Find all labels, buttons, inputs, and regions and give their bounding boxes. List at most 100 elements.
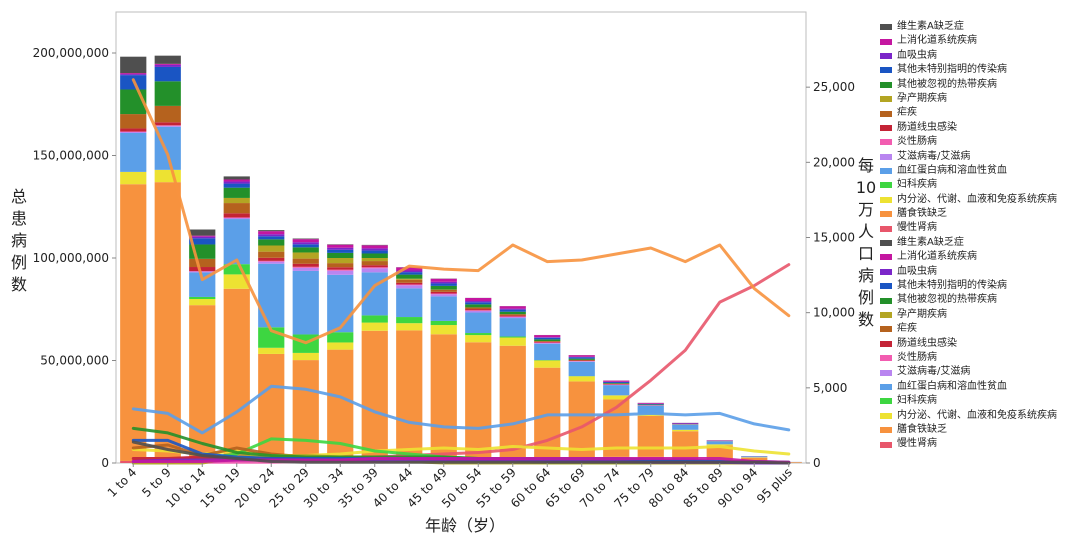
legend-label: 其他被忽视的热带疾病 xyxy=(897,78,997,90)
bar-segment xyxy=(361,267,388,269)
legend-item: 肠道线虫感染 xyxy=(880,121,1057,135)
x-tick-label: 95 plus xyxy=(754,465,795,506)
bar-segment xyxy=(430,334,457,460)
bar-segment xyxy=(327,247,354,250)
legend-label: 血红蛋白病和溶血性贫血 xyxy=(897,380,1007,392)
bar-segment xyxy=(292,239,319,243)
bar-segment xyxy=(534,335,561,338)
legend-item: 上消化道系统疾病 xyxy=(880,250,1057,264)
bar-segment xyxy=(499,318,526,337)
legend-label: 膳食铁缺乏 xyxy=(897,208,947,220)
bar-segment xyxy=(430,283,457,286)
bar-segment xyxy=(292,360,319,461)
legend-label: 血红蛋白病和溶血性贫血 xyxy=(897,164,1007,176)
bar-segment xyxy=(534,339,561,342)
bar-segment xyxy=(568,358,595,360)
legend-swatch xyxy=(880,312,892,318)
bar-segment xyxy=(327,267,354,270)
x-tick-label: 1 to 4 xyxy=(105,465,140,500)
bar-segment xyxy=(430,289,457,292)
bar-segment xyxy=(292,270,319,335)
bar-segment xyxy=(189,267,216,272)
legend-swatch xyxy=(880,398,892,405)
legend-swatch xyxy=(880,153,892,160)
bar-segment xyxy=(327,342,354,350)
bar-segment xyxy=(568,357,595,359)
bar-segment xyxy=(327,252,354,258)
legend-item: 孕产期疾病 xyxy=(880,308,1057,322)
bar-segment xyxy=(465,307,492,310)
bar-segment xyxy=(430,294,457,297)
legend-item: 血红蛋白病和溶血性贫血 xyxy=(880,164,1057,178)
legend-item: 维生素A缺乏症 xyxy=(880,20,1057,34)
legend-item: 其他被忽视的热带疾病 xyxy=(880,293,1057,307)
bar-segment xyxy=(154,105,181,123)
legend-swatch xyxy=(880,383,892,390)
bar-segment xyxy=(189,236,216,239)
bar-segment xyxy=(396,330,423,460)
legend-label: 慢性肾病 xyxy=(897,222,937,234)
bar-segment xyxy=(189,235,216,237)
bar-segment xyxy=(603,382,630,384)
bar-segment xyxy=(465,304,492,308)
bar-segment xyxy=(223,176,250,180)
bar-segment xyxy=(430,285,457,290)
bar-segment xyxy=(120,132,147,172)
bar-segment xyxy=(499,337,526,346)
bar-segment xyxy=(465,297,492,302)
legend-item: 血吸虫病 xyxy=(880,49,1057,63)
legend-item: 慢性肾病 xyxy=(880,221,1057,235)
bar-segment xyxy=(396,267,423,271)
bar-segment xyxy=(534,342,561,344)
bar-segment xyxy=(568,361,595,377)
legend-item: 血红蛋白病和溶血性贫血 xyxy=(880,380,1057,394)
bar-segment xyxy=(258,230,285,232)
bar-segment xyxy=(465,310,492,311)
bar-segment xyxy=(672,431,699,458)
bar-segment xyxy=(430,278,457,282)
bar-segment xyxy=(396,278,423,280)
bar-segment xyxy=(361,261,388,266)
legend-item: 其他未特别指明的传染病 xyxy=(880,279,1057,293)
legend-item: 膳食铁缺乏 xyxy=(880,423,1057,437)
legend-label: 疟疾 xyxy=(897,107,917,119)
bar-segment xyxy=(223,197,250,204)
bar-segment xyxy=(396,285,423,289)
bar-segment xyxy=(637,402,664,404)
bar-segment xyxy=(223,213,250,218)
bar-segment xyxy=(430,296,457,321)
bar-segment xyxy=(499,317,526,319)
legend-swatch xyxy=(880,81,892,88)
y-right-tick-label: 25,000 xyxy=(813,80,855,94)
legend-swatch xyxy=(880,182,892,189)
bar-segment xyxy=(361,258,388,262)
legend-swatch xyxy=(880,326,892,333)
bar-segment xyxy=(706,444,733,446)
legend-item: 肠道线虫感染 xyxy=(880,337,1057,351)
legend-item: 内分泌、代谢、血液和免疫系统疾病 xyxy=(880,409,1057,423)
bar-segment xyxy=(534,341,561,342)
bar-segment xyxy=(223,181,250,184)
bar-segment xyxy=(361,268,388,273)
legend-swatch xyxy=(880,412,892,419)
legend-swatch xyxy=(880,283,892,290)
legend-item: 孕产期疾病 xyxy=(880,92,1057,106)
legend-label: 维生素A缺乏症 xyxy=(897,236,964,248)
legend-item: 血吸虫病 xyxy=(880,265,1057,279)
bar-segment xyxy=(465,302,492,305)
bar-segment xyxy=(361,245,388,249)
bar-segment xyxy=(258,257,285,261)
bar-segment xyxy=(396,270,423,273)
bar-segment xyxy=(430,281,457,284)
legend-item: 其他未特别指明的传染病 xyxy=(880,63,1057,77)
bar-segment xyxy=(292,263,319,267)
bar-segment xyxy=(120,171,147,185)
legend-label: 维生素A缺乏症 xyxy=(897,21,964,32)
bar-segment xyxy=(120,128,147,132)
bar-segment xyxy=(465,310,492,313)
legend-label: 炎性肠病 xyxy=(897,136,937,148)
legend-label: 炎性肠病 xyxy=(897,351,937,363)
bar-segment xyxy=(499,311,526,315)
legend-label: 其他未特别指明的传染病 xyxy=(897,280,1007,292)
